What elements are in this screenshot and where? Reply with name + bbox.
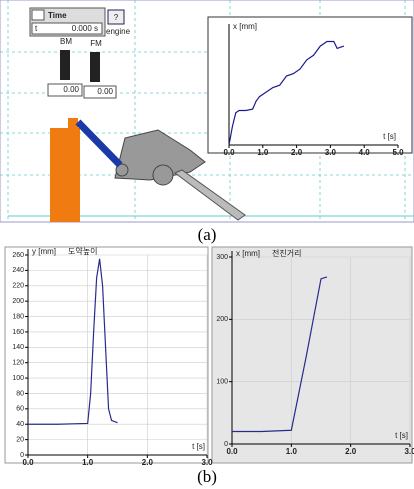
- annotation: 전진거리: [272, 248, 301, 258]
- y-tick-label: 120: [12, 360, 24, 367]
- annotation: 도약높이: [68, 246, 97, 256]
- time-icon[interactable]: [32, 10, 44, 20]
- fm-slider[interactable]: [90, 52, 100, 82]
- y-tick-label: 80: [16, 390, 24, 397]
- y-tick-label: 20: [16, 436, 24, 443]
- y-tick-label: 240: [12, 267, 24, 274]
- y-tick-label: 40: [16, 421, 24, 428]
- x-axis-label: t [s]: [383, 132, 396, 141]
- x-tick-label: 4.0: [359, 148, 371, 157]
- y-tick-label: 160: [12, 329, 24, 336]
- bm-slider[interactable]: [60, 50, 70, 80]
- y-tick-label: 200: [12, 298, 24, 305]
- inset-frame: [208, 17, 412, 153]
- x-tick-label: 3.0: [201, 458, 213, 467]
- x-tick-label: 0.0: [22, 458, 34, 467]
- x-tick-label: 3.0: [404, 447, 414, 456]
- x-tick-label: 0.0: [223, 148, 235, 157]
- x-axis-label: t [s]: [192, 442, 205, 451]
- x-tick-label: 2.0: [345, 447, 357, 456]
- x-tick-label: 1.0: [82, 458, 94, 467]
- x-tick-label: 1.0: [286, 447, 298, 456]
- fm-label: FM: [90, 39, 102, 48]
- x-tick-label: 5.0: [392, 148, 404, 157]
- x-tick-label: 2.0: [142, 458, 154, 467]
- engine-label: engine: [106, 27, 131, 36]
- y-tick-label: 60: [16, 406, 24, 413]
- y-tick-label: 0: [20, 452, 24, 459]
- y-tick-label: 0: [224, 441, 228, 448]
- y-axis-label: x [mm]: [233, 22, 257, 31]
- y-axis-label: y [mm]: [32, 247, 56, 256]
- panel-label: (b): [197, 467, 217, 486]
- time-value: 0.000 s: [72, 24, 98, 33]
- y-tick-label: 100: [12, 375, 24, 382]
- panel-label: (a): [198, 225, 217, 244]
- bm-label: BM: [60, 37, 72, 46]
- y-tick-label: 200: [216, 316, 228, 323]
- help[interactable]: ?: [114, 13, 119, 22]
- x-tick-label: 2.0: [291, 148, 303, 157]
- bm-value: 0.00: [63, 85, 79, 94]
- fm-value: 0.00: [97, 87, 113, 96]
- figure: Time t 0.000 s ? engine BM FM 0.00 0.00 …: [0, 0, 414, 489]
- y-tick-label: 220: [12, 283, 24, 290]
- x-tick-label: 1.0: [257, 148, 269, 157]
- x-tick-label: 3.0: [325, 148, 337, 157]
- y-tick-label: 260: [12, 252, 24, 259]
- y-tick-label: 100: [216, 379, 228, 386]
- x-tick-label: 0.0: [226, 447, 238, 456]
- time-label: Time: [48, 11, 67, 20]
- y-tick-label: 300: [216, 254, 228, 261]
- y-axis-label: x [mm]: [236, 249, 260, 258]
- x-axis-label: t [s]: [395, 431, 408, 440]
- y-tick-label: 140: [12, 344, 24, 351]
- chart-frame: [212, 247, 412, 463]
- y-tick-label: 180: [12, 313, 24, 320]
